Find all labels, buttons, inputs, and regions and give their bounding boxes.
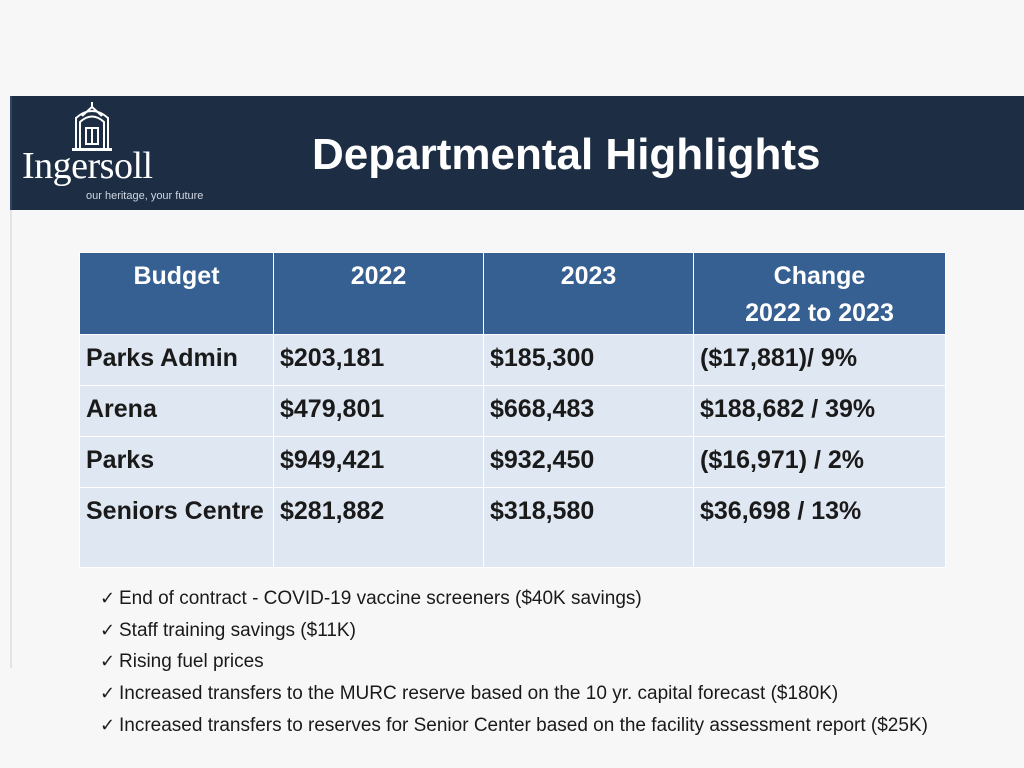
checkmark-icon: ✓ [100, 683, 116, 704]
cell-2023: $668,483 [483, 385, 694, 437]
list-item: ✓ Increased transfers to reserves for Sen… [100, 710, 928, 742]
header-2023: 2023 [483, 252, 694, 335]
cell-department: Arena [79, 385, 274, 437]
town-hall-tower-icon [72, 102, 112, 151]
title-banner: Ingersoll our heritage, your future Depa… [0, 96, 1024, 210]
list-item: ✓ Staff training savings ($11K) [100, 615, 928, 647]
cell-department: Parks Admin [79, 334, 274, 386]
slide-left-rule [10, 96, 12, 668]
cell-2022: $479,801 [273, 385, 484, 437]
budget-table: Budget 2022 2023 Change 2022 to 2023 Par… [79, 252, 946, 568]
table-row: Arena $479,801 $668,483 $188,682 / 39% [79, 385, 946, 437]
list-item: ✓ End of contract - COVID-19 vaccine scre… [100, 583, 928, 615]
cell-2023: $318,580 [483, 487, 694, 568]
banner-edge [0, 96, 10, 210]
checkmark-icon: ✓ [100, 619, 116, 640]
list-item: ✓ Increased transfers to the MURC reserve… [100, 678, 928, 710]
highlights-list: ✓ End of contract - COVID-19 vaccine scre… [100, 583, 928, 742]
cell-department: Parks [79, 436, 274, 488]
table-header-row: Budget 2022 2023 Change 2022 to 2023 [79, 252, 946, 335]
cell-2022: $949,421 [273, 436, 484, 488]
table-row: Parks $949,421 $932,450 ($16,971) / 2% [79, 436, 946, 488]
cell-department: Seniors Centre [79, 487, 274, 568]
checkmark-icon: ✓ [100, 588, 116, 608]
table-row: Seniors Centre $281,882 $318,580 $36,698… [79, 487, 946, 568]
cell-change: $36,698 / 13% [693, 487, 946, 568]
cell-2023: $932,450 [483, 436, 694, 488]
logo-tagline: our heritage, your future [86, 190, 204, 202]
table-row: Parks Admin $203,181 $185,300 ($17,881)/… [79, 334, 946, 386]
cell-change: $188,682 / 39% [693, 385, 946, 437]
checkmark-icon: ✓ [100, 651, 116, 672]
logo-wordmark: Ingersoll [22, 145, 153, 187]
cell-2022: $203,181 [273, 334, 484, 386]
cell-change: ($17,881)/ 9% [693, 334, 946, 386]
header-change: Change 2022 to 2023 [693, 252, 946, 335]
cell-2022: $281,882 [273, 487, 484, 568]
header-2022: 2022 [273, 252, 484, 335]
checkmark-icon: ✓ [100, 714, 116, 735]
cell-2023: $185,300 [483, 334, 694, 386]
list-item: ✓ Rising fuel prices [100, 646, 928, 678]
cell-change: ($16,971) / 2% [693, 436, 946, 488]
header-budget: Budget [79, 252, 274, 335]
ingersoll-logo: Ingersoll our heritage, your future [22, 102, 222, 206]
page-title: Departmental Highlights [312, 130, 821, 179]
banner-edge-line [10, 96, 12, 210]
